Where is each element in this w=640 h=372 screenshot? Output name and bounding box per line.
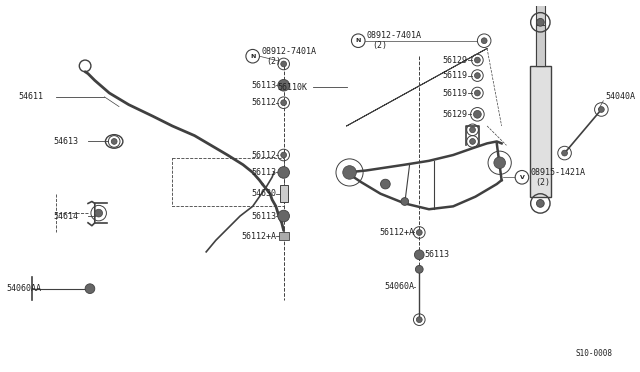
Circle shape (474, 90, 480, 96)
Bar (536, 0, 545, 66)
Text: 08915-1421A: 08915-1421A (531, 168, 586, 177)
Text: 54611: 54611 (19, 92, 44, 102)
Text: 56112+A: 56112+A (380, 228, 415, 237)
Circle shape (281, 61, 287, 67)
Circle shape (474, 57, 480, 63)
Circle shape (351, 34, 365, 48)
Circle shape (474, 110, 481, 118)
Circle shape (281, 152, 287, 158)
Text: 56129: 56129 (443, 110, 468, 119)
Circle shape (415, 266, 423, 273)
Circle shape (494, 157, 506, 169)
Text: 54630: 54630 (251, 189, 276, 198)
Circle shape (343, 166, 356, 179)
Text: 56119: 56119 (443, 71, 468, 80)
Bar (530, 66, 551, 197)
Circle shape (278, 80, 289, 91)
Circle shape (278, 210, 289, 222)
Circle shape (381, 179, 390, 189)
Text: V: V (520, 175, 524, 180)
Circle shape (481, 38, 487, 44)
Circle shape (85, 284, 95, 294)
Text: 56110K: 56110K (278, 83, 308, 92)
Text: 56113: 56113 (251, 168, 276, 177)
Text: 56112: 56112 (251, 151, 276, 160)
Circle shape (401, 198, 408, 205)
Circle shape (470, 138, 476, 144)
Circle shape (562, 150, 568, 156)
Circle shape (598, 106, 604, 112)
Text: 54614: 54614 (53, 212, 78, 221)
Circle shape (536, 199, 544, 207)
Circle shape (415, 250, 424, 260)
Text: 54040A: 54040A (605, 92, 636, 102)
Circle shape (281, 100, 287, 106)
Text: N: N (250, 54, 255, 59)
Text: 56112: 56112 (251, 98, 276, 107)
Text: 56112+A: 56112+A (241, 232, 276, 241)
Text: 54060AA: 54060AA (6, 284, 42, 293)
Text: 54060A: 54060A (385, 282, 415, 291)
Bar (280, 185, 287, 202)
Circle shape (417, 317, 422, 323)
Text: 56129: 56129 (443, 55, 468, 65)
Text: 08912-7401A: 08912-7401A (261, 47, 316, 56)
Text: 56113: 56113 (251, 81, 276, 90)
Circle shape (470, 127, 476, 133)
Text: 56113: 56113 (424, 250, 449, 259)
Text: 54613: 54613 (53, 137, 78, 146)
Text: (2): (2) (536, 177, 550, 187)
Circle shape (246, 49, 259, 63)
Circle shape (474, 73, 480, 78)
Text: 56113: 56113 (251, 212, 276, 221)
Bar (536, 25, 545, 66)
Circle shape (111, 138, 117, 144)
Bar (279, 231, 289, 240)
Text: (2): (2) (266, 57, 281, 65)
Circle shape (515, 170, 529, 184)
Text: (2): (2) (372, 41, 387, 50)
Circle shape (536, 19, 544, 26)
Text: 56119: 56119 (443, 89, 468, 97)
Text: N: N (356, 38, 361, 43)
Circle shape (95, 209, 102, 217)
Text: 08912-7401A: 08912-7401A (367, 31, 422, 41)
Circle shape (417, 230, 422, 235)
Circle shape (278, 167, 289, 178)
Text: S10-0008: S10-0008 (576, 349, 613, 358)
